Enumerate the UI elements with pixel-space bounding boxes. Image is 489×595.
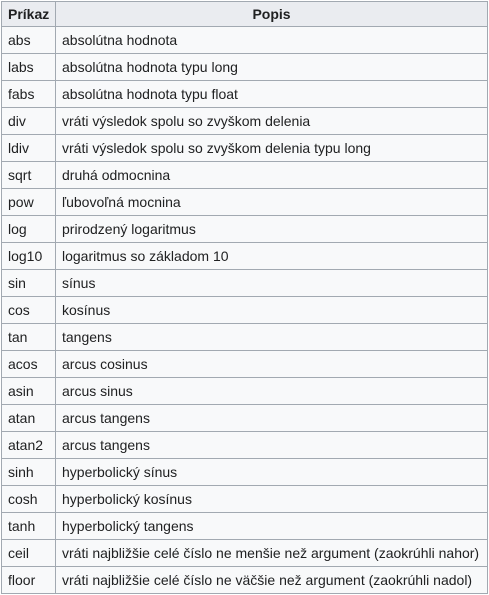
command-cell: floor (1, 566, 56, 594)
description-cell: sínus (55, 269, 488, 297)
description-cell: arcus cosinus (55, 350, 488, 378)
table-row: cos kosínus (1, 296, 488, 324)
description-cell: vráti výsledok spolu so zvyškom delenia (55, 107, 488, 135)
command-cell: ceil (1, 539, 56, 567)
table-row: atan arcus tangens (1, 404, 488, 432)
description-cell: arcus tangens (55, 431, 488, 459)
description-cell: absolútna hodnota typu long (55, 53, 488, 81)
description-cell: vráti výsledok spolu so zvyškom delenia … (55, 134, 488, 162)
description-cell: arcus sinus (55, 377, 488, 405)
table-row: labs absolútna hodnota typu long (1, 53, 488, 81)
description-cell: kosínus (55, 296, 488, 324)
command-cell: log10 (1, 242, 56, 270)
command-cell: atan (1, 404, 56, 432)
description-cell: arcus tangens (55, 404, 488, 432)
command-cell: sinh (1, 458, 56, 486)
description-cell: druhá odmocnina (55, 161, 488, 189)
description-cell: hyperbolický sínus (55, 458, 488, 486)
table-row: ceil vráti najbližšie celé číslo ne menši… (1, 539, 488, 567)
description-cell: hyperbolický tangens (55, 512, 488, 540)
description-cell: tangens (55, 323, 488, 351)
command-cell: cos (1, 296, 56, 324)
command-cell: abs (1, 26, 56, 54)
header-command: Príkaz (1, 1, 56, 27)
table-body: abs absolútna hodnota labs absolútna hodnot… (1, 26, 488, 594)
table-row: asin arcus sinus (1, 377, 488, 405)
table-header-row: Príkaz Popis (1, 1, 488, 27)
description-cell: logaritmus so základom 10 (55, 242, 488, 270)
command-cell: sqrt (1, 161, 56, 189)
command-cell: asin (1, 377, 56, 405)
table-row: sqrt druhá odmocnina (1, 161, 488, 189)
description-cell: hyperbolický kosínus (55, 485, 488, 513)
table-row: log prirodzený logaritmus (1, 215, 488, 243)
description-cell: vráti najbližšie celé číslo ne menšie ne… (55, 539, 488, 567)
table-row: ldiv vráti výsledok spolu so zvyškom dele… (1, 134, 488, 162)
command-cell: sin (1, 269, 56, 297)
table-row: pow ľubovoľná mocnina (1, 188, 488, 216)
table-row: tan tangens (1, 323, 488, 351)
table-row: sin sínus (1, 269, 488, 297)
command-cell: pow (1, 188, 56, 216)
header-description: Popis (55, 1, 488, 27)
table-row: tanh hyperbolický tangens (1, 512, 488, 540)
table-row: floor vráti najbližšie celé číslo ne väčš… (1, 566, 488, 594)
description-cell: vráti najbližšie celé číslo ne väčšie ne… (55, 566, 488, 594)
table-row: sinh hyperbolický sínus (1, 458, 488, 486)
table-row: log10 logaritmus so základom 10 (1, 242, 488, 270)
command-cell: tanh (1, 512, 56, 540)
command-cell: ldiv (1, 134, 56, 162)
table-row: acos arcus cosinus (1, 350, 488, 378)
command-cell: fabs (1, 80, 56, 108)
command-cell: atan2 (1, 431, 56, 459)
description-cell: prirodzený logaritmus (55, 215, 488, 243)
table-row: atan2 arcus tangens (1, 431, 488, 459)
command-cell: tan (1, 323, 56, 351)
description-cell: absolútna hodnota (55, 26, 488, 54)
command-cell: acos (1, 350, 56, 378)
description-cell: absolútna hodnota typu float (55, 80, 488, 108)
command-cell: cosh (1, 485, 56, 513)
command-cell: div (1, 107, 56, 135)
table-row: div vráti výsledok spolu so zvyškom delen… (1, 107, 488, 135)
table-row: abs absolútna hodnota (1, 26, 488, 54)
description-cell: ľubovoľná mocnina (55, 188, 488, 216)
command-cell: labs (1, 53, 56, 81)
table-row: cosh hyperbolický kosínus (1, 485, 488, 513)
table-row: fabs absolútna hodnota typu float (1, 80, 488, 108)
command-cell: log (1, 215, 56, 243)
